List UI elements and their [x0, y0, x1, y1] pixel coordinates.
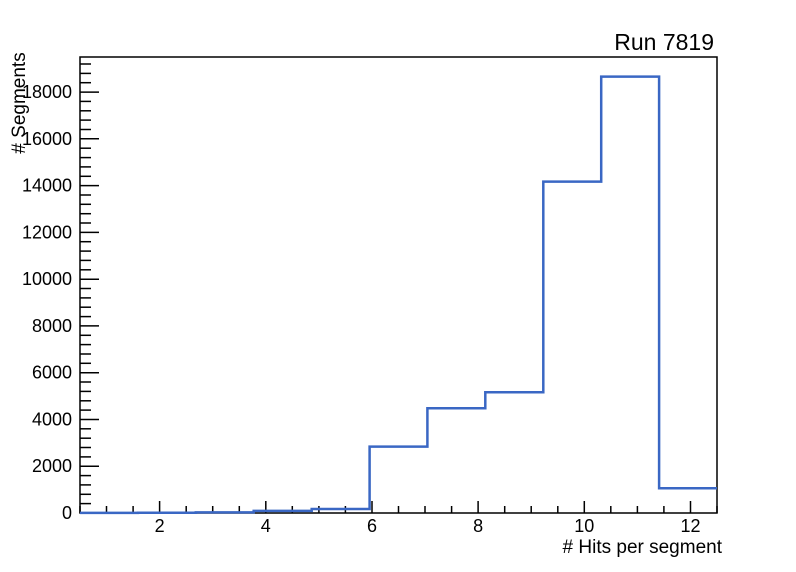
x-tick-label: 12 [680, 516, 700, 536]
y-tick-label: 16000 [22, 129, 72, 149]
y-tick-label: 14000 [22, 176, 72, 196]
y-tick-label: 4000 [32, 410, 72, 430]
y-tick-label: 8000 [32, 316, 72, 336]
x-tick-label: 2 [155, 516, 165, 536]
y-tick-label: 18000 [22, 82, 72, 102]
plot-frame [79, 56, 718, 514]
x-tick-label: 4 [261, 516, 271, 536]
y-axis-label: # Segments [9, 52, 30, 153]
x-tick-label: 10 [574, 516, 594, 536]
x-tick-label: 8 [473, 516, 483, 536]
x-axis-label: # Hits per segment [563, 537, 723, 558]
y-tick-label: 2000 [32, 456, 72, 476]
x-tick-label: 6 [367, 516, 377, 536]
y-tick-label: 6000 [32, 363, 72, 383]
y-tick-label: 12000 [22, 222, 72, 242]
chart-title: Run 7819 [614, 29, 714, 55]
plot-generated-layer: 2 4 6 8 10 12 0 2000 4000 6000 8000 10000 12000 14000… [22, 56, 718, 536]
y-tick-label: 10000 [22, 269, 72, 289]
histogram-line [80, 75, 717, 515]
y-tick-label: 0 [62, 503, 72, 523]
